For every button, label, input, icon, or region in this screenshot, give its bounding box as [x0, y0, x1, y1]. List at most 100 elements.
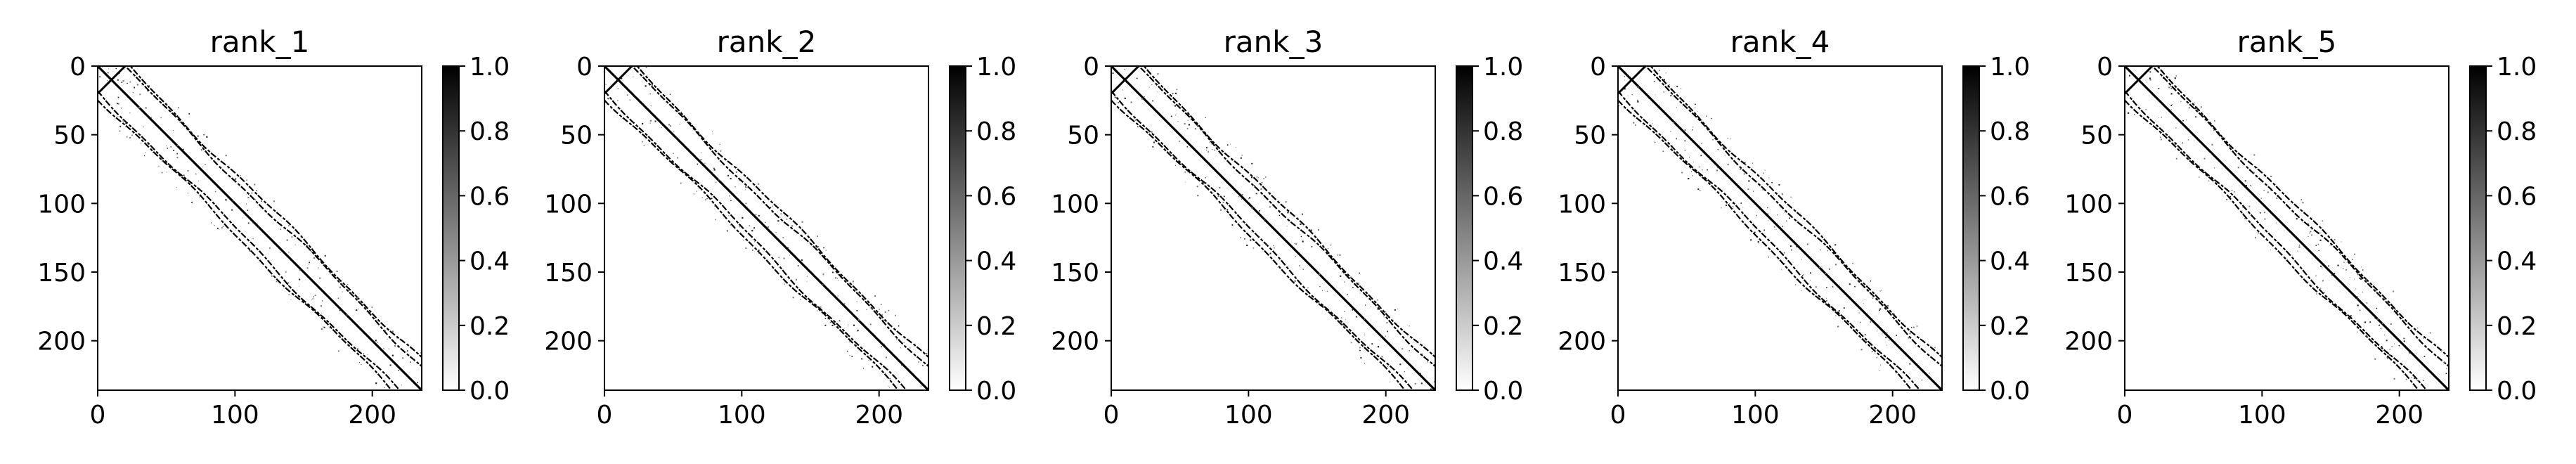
heatmap-cell [734, 186, 736, 188]
heatmap-cell [126, 136, 128, 138]
diagonal-band-4 [1143, 66, 1435, 358]
heatmap-cell [2264, 218, 2266, 220]
heatmap-cell [1854, 285, 1856, 288]
heatmap-cell [1834, 264, 1837, 266]
heatmap-cell [786, 218, 788, 220]
heatmap-cell [1194, 128, 1196, 130]
heatmap-cell [238, 183, 240, 184]
heatmap-cell [2360, 278, 2362, 280]
heatmap-cell [1310, 229, 1312, 231]
heatmap-cell [1319, 273, 1321, 276]
heatmap-cell [417, 382, 419, 384]
heatmap-cell [1210, 143, 1212, 145]
heatmap-cell [1835, 315, 1837, 316]
y-tick-label: 0 [1590, 53, 1606, 82]
heatmap-cell [1248, 198, 1250, 200]
heatmap-cell [132, 92, 134, 94]
heatmap-cell [1697, 111, 1698, 112]
heatmap-cell [1359, 347, 1361, 349]
heatmap-cell [1794, 284, 1797, 285]
heatmap-cell [1371, 343, 1373, 345]
heatmap-cell [791, 225, 794, 227]
heatmap-cell [1838, 310, 1840, 312]
heatmap-cell [2234, 191, 2235, 193]
heatmap-cell [299, 269, 301, 271]
colorbar [442, 65, 460, 391]
heatmap-cell [1302, 213, 1303, 215]
heatmap-cell [700, 159, 702, 160]
heatmap-cell [1697, 188, 1700, 191]
heatmap-cell [1249, 197, 1250, 199]
heatmap-cell [2160, 133, 2161, 134]
heatmap-cell [1750, 239, 1752, 241]
heatmap-cell [772, 205, 773, 207]
heatmap-cell [254, 183, 256, 186]
heatmap-cell [1430, 388, 1432, 390]
heatmap-cell [2160, 131, 2161, 133]
diagonal-band-2 [604, 99, 900, 390]
axes-frame [2124, 65, 2449, 391]
heatmap-cell [2180, 101, 2182, 103]
heatmap-cell [858, 318, 860, 321]
heatmap-cell [2229, 145, 2231, 147]
heatmap-cell [1872, 297, 1874, 299]
heatmap-cell [787, 247, 789, 249]
heatmap-cell [1251, 162, 1253, 165]
heatmap-cell [837, 295, 839, 297]
x-tick-label: 100 [2238, 401, 2286, 430]
heatmap-cell [2357, 304, 2359, 307]
diagonal-band-0 [98, 66, 422, 390]
heatmap-cell [119, 125, 122, 127]
heatmap-cell [2158, 99, 2160, 101]
heatmap-cell [1230, 143, 1231, 145]
diagonal-band-3 [1644, 66, 1942, 367]
heatmap-cell [1653, 80, 1655, 82]
heatmap-cell [2350, 315, 2352, 317]
heatmap-cell [1796, 246, 1797, 247]
heatmap-cell [1880, 364, 1882, 366]
heatmap-cell [1717, 149, 1719, 150]
heatmap-cell [240, 175, 241, 176]
heatmap-cell [1860, 349, 1863, 351]
heatmap-cell [888, 309, 890, 311]
heatmap-cell [1879, 290, 1881, 292]
diagonal-band-3 [124, 66, 422, 367]
heatmap-cell [1921, 379, 1923, 381]
heatmap-cell [1692, 175, 1693, 176]
heatmap-cell [730, 200, 732, 202]
heatmap-cell [1754, 231, 1756, 233]
heatmap-cell [1762, 189, 1764, 191]
heatmap-cell [2170, 104, 2173, 106]
heatmap-cell [728, 215, 730, 217]
heatmap-cell [1148, 86, 1150, 88]
heatmap-cell [644, 105, 645, 106]
heatmap-cell [839, 320, 841, 322]
axes-frame [97, 65, 422, 391]
heatmap-cell [1819, 266, 1820, 269]
diagonal-band-4 [2156, 66, 2449, 358]
heatmap-cell [321, 328, 323, 330]
heatmap-cell [2354, 253, 2355, 255]
heatmap-cell [2274, 193, 2275, 194]
heatmap-cell [823, 247, 825, 249]
heatmap-cell [775, 232, 777, 233]
heatmap-cell [143, 155, 145, 157]
heatmap-cell [187, 170, 189, 172]
heatmap-cell [1870, 321, 1872, 323]
heatmap-cell [2381, 346, 2383, 347]
heatmap-cell [1317, 228, 1320, 231]
heatmap-cell [704, 162, 706, 164]
heatmap-cell [1341, 317, 1342, 318]
heatmap-cells [604, 66, 928, 390]
heatmap-cell [1250, 239, 1252, 241]
heatmap-cell [2170, 87, 2173, 89]
heatmap-cell [247, 210, 248, 211]
heatmap-cell [363, 353, 365, 354]
heatmap-cell [881, 346, 882, 347]
heatmap-cell [2414, 378, 2416, 380]
heatmap-cell [1777, 214, 1778, 216]
heatmap-cell [1359, 349, 1361, 352]
heatmap-cell [200, 149, 202, 151]
heatmap-cell [1810, 272, 1811, 274]
heatmap-cell [1241, 221, 1243, 223]
